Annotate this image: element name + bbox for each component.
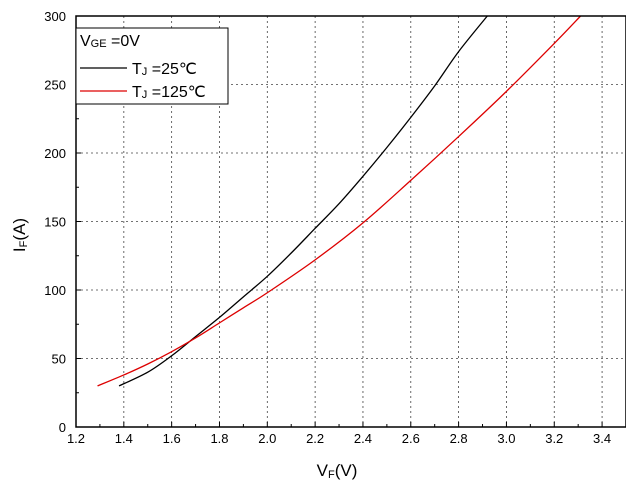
grid-layer (76, 16, 626, 427)
x-tick-label: 1.2 (67, 431, 85, 446)
x-axis-title: VF(V) (317, 461, 358, 480)
x-tick-label: 3.4 (593, 431, 611, 446)
series-line-tj-125 (97, 15, 582, 387)
y-tick-label: 200 (44, 146, 66, 161)
legend: VGE =0V TJ =25℃ TJ =125℃ (75, 27, 229, 105)
x-tick-label: 2.2 (306, 431, 324, 446)
y-tick-label: 100 (44, 283, 66, 298)
y-tick-label: 50 (52, 352, 66, 367)
x-tick-label: 3.2 (545, 431, 563, 446)
series-layer (97, 15, 582, 387)
x-tick-label: 1.6 (163, 431, 181, 446)
legend-label-tj-125: TJ =125℃ (132, 84, 206, 101)
x-tick-label: 2.6 (402, 431, 420, 446)
x-tick-label: 3.0 (497, 431, 515, 446)
y-tick-label: 150 (44, 215, 66, 230)
x-tick-label: 2.4 (354, 431, 372, 446)
x-tick-label: 2.0 (258, 431, 276, 446)
x-tick-label: 2.8 (450, 431, 468, 446)
y-tick-label: 300 (44, 9, 66, 24)
y-axis-title: IF(A) (10, 218, 30, 252)
legend-label-tj-25: TJ =25℃ (132, 61, 197, 78)
x-tick-label: 1.4 (115, 431, 133, 446)
x-tick-label: 1.8 (210, 431, 228, 446)
legend-title: VGE =0V (80, 33, 140, 50)
y-tick-label: 250 (44, 78, 66, 93)
tick-layer: 1.2 1.4 1.6 1.8 2.0 2.2 2.4 2.6 2.8 3.0 3.2 3.4 0 50 1… (44, 9, 611, 446)
series-line-tj-25 (118, 15, 488, 387)
y-tick-label: 0 (59, 420, 66, 435)
